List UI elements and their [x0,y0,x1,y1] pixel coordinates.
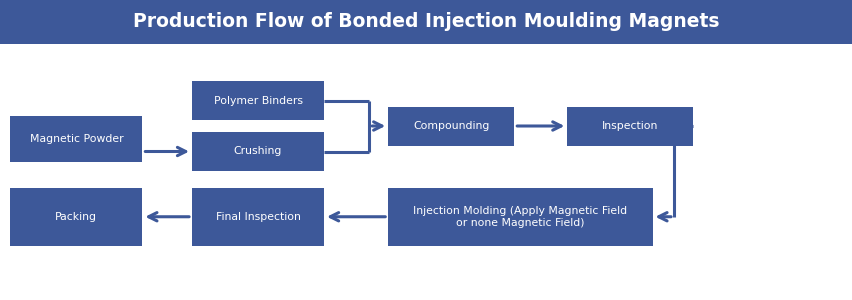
Text: Magnetic Powder: Magnetic Powder [30,134,123,144]
Text: Crushing: Crushing [233,146,282,157]
FancyBboxPatch shape [192,188,324,246]
Text: Production Flow of Bonded Injection Moulding Magnets: Production Flow of Bonded Injection Moul… [133,12,719,31]
FancyBboxPatch shape [0,0,852,44]
FancyBboxPatch shape [10,116,142,162]
Text: Polymer Binders: Polymer Binders [213,95,302,106]
FancyBboxPatch shape [192,81,324,120]
FancyBboxPatch shape [388,106,514,146]
Text: Inspection: Inspection [602,121,658,131]
Text: Injection Molding (Apply Magnetic Field
or none Magnetic Field): Injection Molding (Apply Magnetic Field … [412,206,627,228]
Text: Compounding: Compounding [412,121,489,131]
FancyBboxPatch shape [10,188,142,246]
FancyBboxPatch shape [192,132,324,171]
Text: Final Inspection: Final Inspection [216,212,300,222]
FancyBboxPatch shape [567,106,693,146]
Text: Packing: Packing [55,212,97,222]
FancyBboxPatch shape [388,188,652,246]
